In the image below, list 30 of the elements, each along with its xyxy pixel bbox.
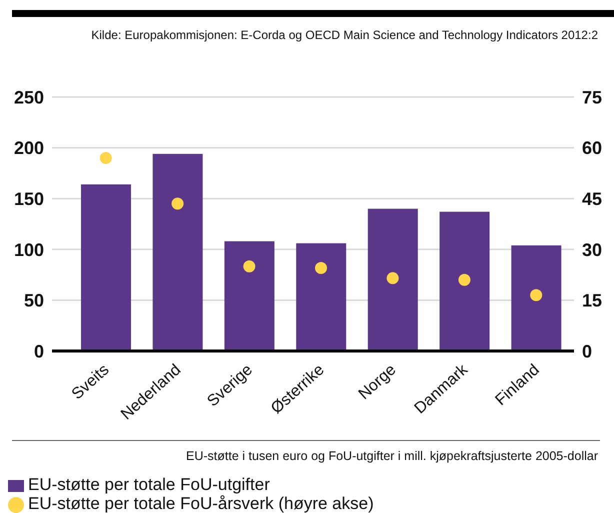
y2-tick-label: 75 — [582, 87, 602, 108]
point — [243, 260, 256, 272]
bar — [368, 208, 418, 351]
y2-tick-label: 15 — [582, 290, 602, 311]
y-tick-label: 200 — [14, 138, 44, 158]
y-tick-label: 250 — [14, 87, 44, 108]
point — [386, 272, 399, 284]
point — [530, 289, 542, 302]
y2-tick-label: 45 — [582, 188, 602, 209]
point — [172, 198, 184, 210]
y-tick-label: 150 — [14, 188, 44, 209]
y2-tick-label: 30 — [582, 240, 602, 260]
y2-tick-label: 60 — [582, 138, 602, 158]
text: Kilde: Europakommisjonen: E-Corda og OECD Main Science and Technology Indicators 2012:2 — [91, 28, 598, 42]
bar — [440, 212, 490, 351]
point — [100, 152, 112, 164]
legend-label: EU-støtte per totale FoU-årsverk (høyre akse) — [28, 494, 374, 513]
y-tick-label: 100 — [14, 240, 44, 260]
bar — [296, 243, 346, 351]
legend-label: EU-støtte per totale FoU-utgifter — [28, 475, 270, 494]
bar — [224, 241, 274, 351]
bar — [152, 154, 203, 351]
y-tick-label: 50 — [24, 290, 44, 311]
y2-tick-label: 0 — [582, 341, 592, 362]
text: EU-støtte i tusen euro og FoU-utgifter i mill. kjøpekraftsjusterte 2005-dollar — [186, 449, 598, 463]
point — [315, 262, 327, 274]
bar — [511, 245, 562, 351]
point — [458, 274, 470, 286]
y-tick-label: 0 — [34, 341, 44, 362]
bar — [81, 184, 131, 351]
